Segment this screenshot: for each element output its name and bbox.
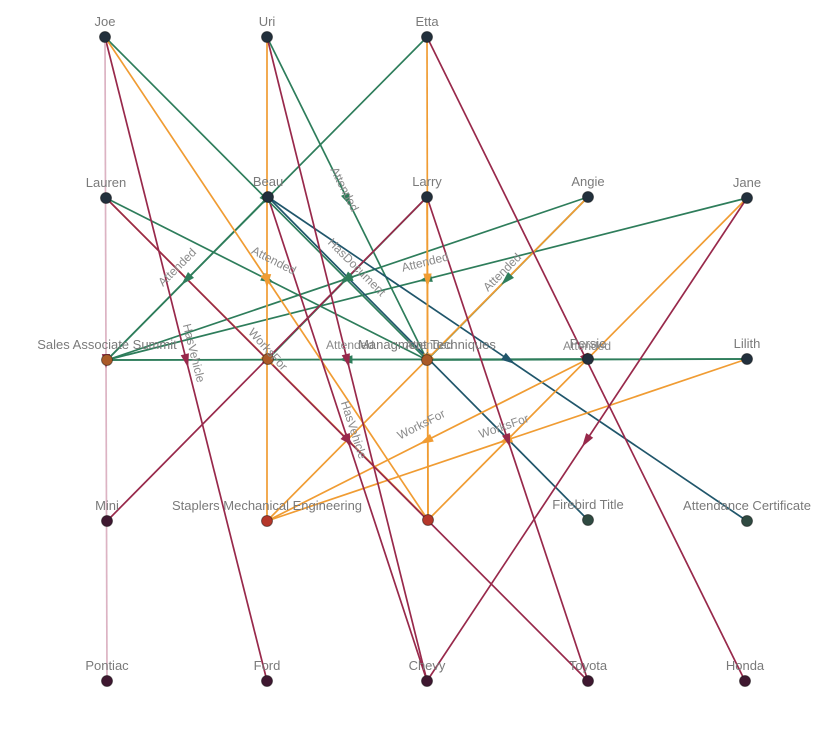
arrowhead-larry-toyota [502,433,511,448]
edge-label-uri-mt: Attended [327,165,361,214]
node-firebird[interactable] [582,514,594,526]
node-label-pontiac: Pontiac [85,658,129,673]
node-jane[interactable] [741,192,753,204]
edge-label-jane-sas: Attended [400,250,450,275]
node-label-larry: Larry [412,174,442,189]
node-label-staplers: Staplers Mechanical Engineering [172,498,362,513]
node-label-ford: Ford [254,658,281,673]
edge-label-persie-sas: Attended [326,338,374,352]
arrowhead-joe-ford [180,353,189,368]
arrowhead-persie-staplers [419,434,434,445]
arrowhead-beau-attcert [501,352,515,364]
node-label-firebird: Firebird Title [552,497,624,512]
arrowhead-uri-mt [341,192,351,207]
edge-label-lilith-sas: Attended [405,338,453,352]
node-honda[interactable] [739,675,751,687]
node-label-etta: Etta [415,14,439,29]
node-event2[interactable] [262,353,274,365]
node-sas[interactable] [101,354,113,366]
edge-label-lauren-company2: WorksFor [245,325,290,373]
arrowhead-jane-chevy [582,433,594,447]
edge-label-persie-staplers: WorksFor [395,406,447,442]
node-label-beau: Beau [253,174,283,189]
edge-label-beau-sas: Attended [155,245,199,289]
node-company2[interactable] [422,514,434,526]
edge-label-lilith-mt: Attended [563,339,611,353]
node-label-persie: Persie [570,336,607,351]
node-label-joe: Joe [95,14,116,29]
node-attcert[interactable] [741,515,753,527]
node-label-chevy: Chevy [409,658,446,673]
node-label-mini: Mini [95,498,119,513]
node-lauren[interactable] [100,192,112,204]
node-staplers[interactable] [261,515,273,527]
arrowhead-beau-sas [181,272,194,285]
node-angie[interactable] [582,191,594,203]
node-mini[interactable] [101,515,113,527]
node-lilith[interactable] [741,353,753,365]
node-label-angie: Angie [571,174,604,189]
edge-label-lauren-mt: Attended [249,243,298,277]
node-label-uri: Uri [259,14,276,29]
node-label-lauren: Lauren [86,175,126,190]
node-joe[interactable] [99,31,111,43]
arrowhead-etta-company2 [423,273,432,288]
arrowhead-lauren-toyota [340,433,354,446]
node-persie[interactable] [582,353,594,365]
node-label-sas: Sales Associate Summit [37,337,177,352]
arrowhead-angie-mt [501,272,514,285]
arrowhead-uri-staplers [262,274,272,288]
node-ford[interactable] [261,675,273,687]
node-toyota[interactable] [582,675,594,687]
edge-label-angie-mt: Attended [480,250,524,294]
node-larry[interactable] [421,191,433,203]
node-mt[interactable] [421,354,433,366]
node-chevy[interactable] [421,675,433,687]
node-label-toyota: Toyota [569,658,608,673]
node-label-attcert: Attendance Certificate [683,498,811,513]
node-label-lilith: Lilith [734,336,761,351]
arrowhead-larry-event2 [341,271,354,285]
node-label-jane: Jane [733,175,761,190]
node-label-honda: Honda [726,658,765,673]
node-label-mt: Managment Techniques [358,337,496,352]
node-beau[interactable] [262,191,274,203]
node-pontiac[interactable] [101,675,113,687]
node-uri[interactable] [261,31,273,43]
arrowhead-uri-chevy [341,353,350,368]
node-etta[interactable] [421,31,433,43]
